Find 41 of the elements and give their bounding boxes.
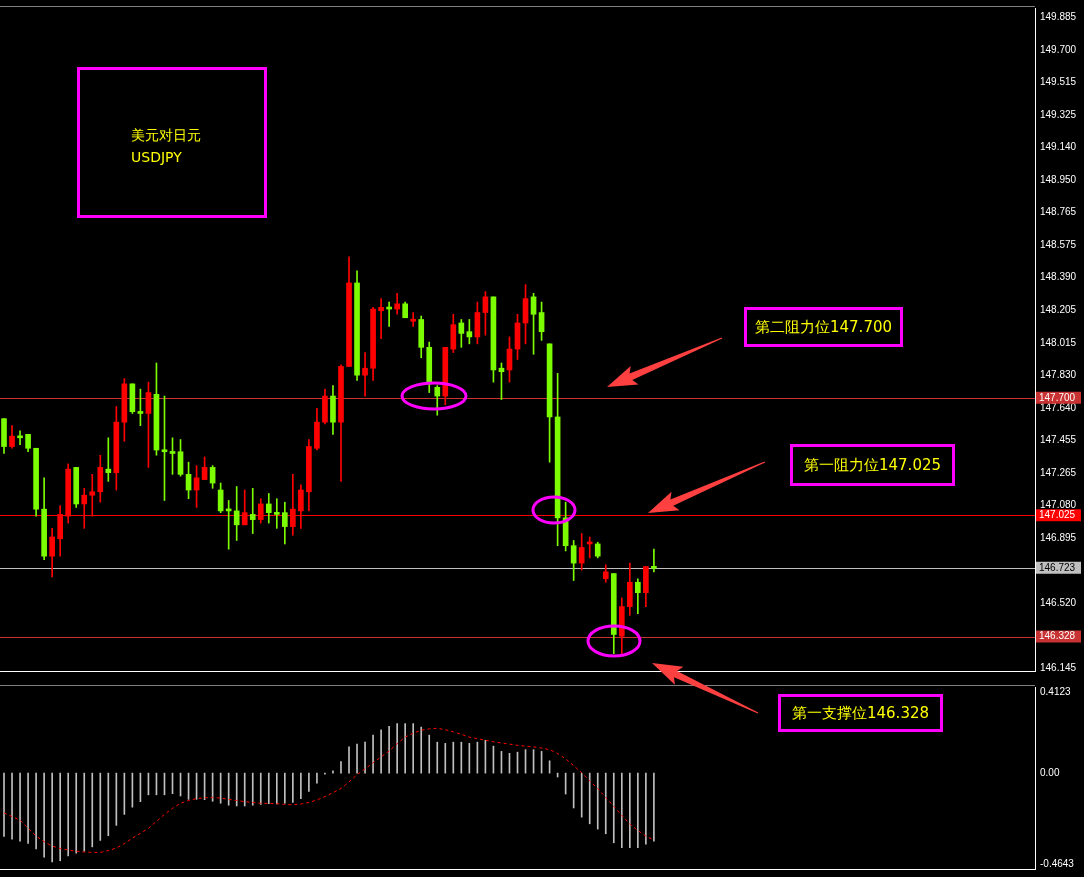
y-tick-label: 149.325 [1040,108,1077,120]
ref-line-label: 147.700 [1039,391,1076,403]
y-tick-label: 146.520 [1040,596,1077,608]
candlestick [17,430,23,446]
annotation: 第一支撑位146.328 [778,694,943,732]
y-tick-label: 148.015 [1040,336,1077,348]
text: 美元对日元 [131,127,201,145]
y-tick-label: 146.895 [1040,531,1077,543]
text: USDJPY [131,149,182,165]
y-tick-label: 0.00 [1040,766,1060,778]
y-tick-label: 148.950 [1040,174,1077,186]
candlestick [233,486,240,541]
candlestick [378,298,384,339]
y-tick-label: 148.575 [1040,239,1077,251]
y-tick-label: 147.265 [1040,467,1077,479]
y-tick-label: 149.700 [1040,43,1077,55]
annotation: 第一阻力位147.025 [790,444,955,486]
y-tick-label: 147.640 [1040,401,1077,413]
ref-line-label: 146.723 [1039,561,1076,573]
y-tick-label: 148.205 [1040,303,1077,315]
candlestick [249,487,256,534]
annotation: 第二阻力位147.700 [744,307,903,347]
candlestick [362,352,368,397]
y-tick-label: 146.145 [1040,662,1077,674]
y-tick-label: 148.765 [1040,206,1077,218]
y-tick-label: 149.140 [1040,140,1077,152]
candlestick [273,498,280,529]
y-tick-label: 147.830 [1040,368,1077,380]
ref-line-label: 147.025 [1039,509,1076,521]
y-tick-label: 147.455 [1040,434,1077,446]
candlestick [651,548,657,573]
line-series [3,727,655,853]
y-tick-label: 0.4123 [1040,686,1072,698]
y-tick-label: 147.080 [1040,499,1077,511]
y-tick-label: 149.515 [1040,75,1077,87]
y-tick-label: 148.390 [1040,271,1077,283]
ref-line-label: 146.328 [1039,630,1076,642]
candlestick [105,437,112,482]
y-tick-label: -0.4643 [1040,857,1075,869]
y-tick-label: 149.885 [1040,11,1077,23]
candlestick [410,312,417,327]
